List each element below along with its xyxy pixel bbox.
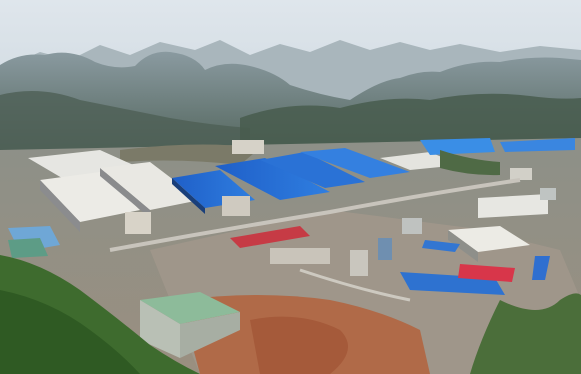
foreground-hill-shape (0, 290, 140, 374)
white-warehouses (28, 150, 548, 262)
small-buildings-shape (222, 196, 250, 216)
near-mountains-shape (240, 93, 581, 150)
red-roofs-shape (230, 226, 310, 248)
small-buildings-shape (350, 250, 368, 276)
white-warehouses-shape (448, 226, 530, 252)
small-buildings (125, 140, 556, 276)
foreground-hill (0, 255, 200, 374)
near-mountains (0, 51, 581, 175)
blue-warehouses-shape (422, 240, 460, 252)
green-roof-building (8, 226, 240, 358)
right-vegetation-shape (440, 150, 500, 176)
small-buildings-shape (402, 218, 422, 234)
green-roof-building-shape (8, 238, 48, 258)
valley-ground-shape (250, 316, 348, 374)
blue-warehouses-shape (532, 256, 550, 280)
right-vegetation-shape (470, 293, 581, 374)
small-buildings-shape (270, 248, 330, 264)
roads (109, 178, 521, 302)
small-buildings-shape (125, 212, 151, 234)
small-buildings-shape (510, 168, 532, 180)
blue-warehouses-shape (420, 138, 495, 155)
white-warehouses-shape (40, 172, 140, 222)
small-buildings-shape (540, 188, 556, 200)
white-warehouses-shape (100, 168, 150, 218)
white-warehouses-shape (100, 162, 200, 210)
small-buildings-shape (232, 140, 264, 154)
roads-shape (299, 268, 411, 302)
roads-shape (109, 178, 521, 252)
white-warehouses-shape (40, 180, 80, 232)
green-roof-building-shape (180, 312, 240, 358)
blue-warehouses-shape (215, 158, 330, 200)
red-roofs (230, 226, 515, 282)
valley-ground-shape (120, 144, 260, 165)
green-roof-building-shape (140, 292, 240, 324)
blue-warehouses-shape (260, 152, 365, 188)
white-warehouses-shape (448, 230, 478, 262)
small-buildings-shape (378, 238, 392, 260)
white-warehouses-shape (478, 194, 548, 218)
blue-warehouses (172, 138, 575, 295)
green-roof-building-shape (140, 300, 180, 358)
blue-warehouses-shape (300, 148, 410, 178)
red-roofs-shape (458, 264, 515, 282)
blue-warehouses-shape (172, 178, 205, 214)
right-vegetation (440, 150, 581, 374)
blue-warehouses-shape (500, 138, 575, 152)
